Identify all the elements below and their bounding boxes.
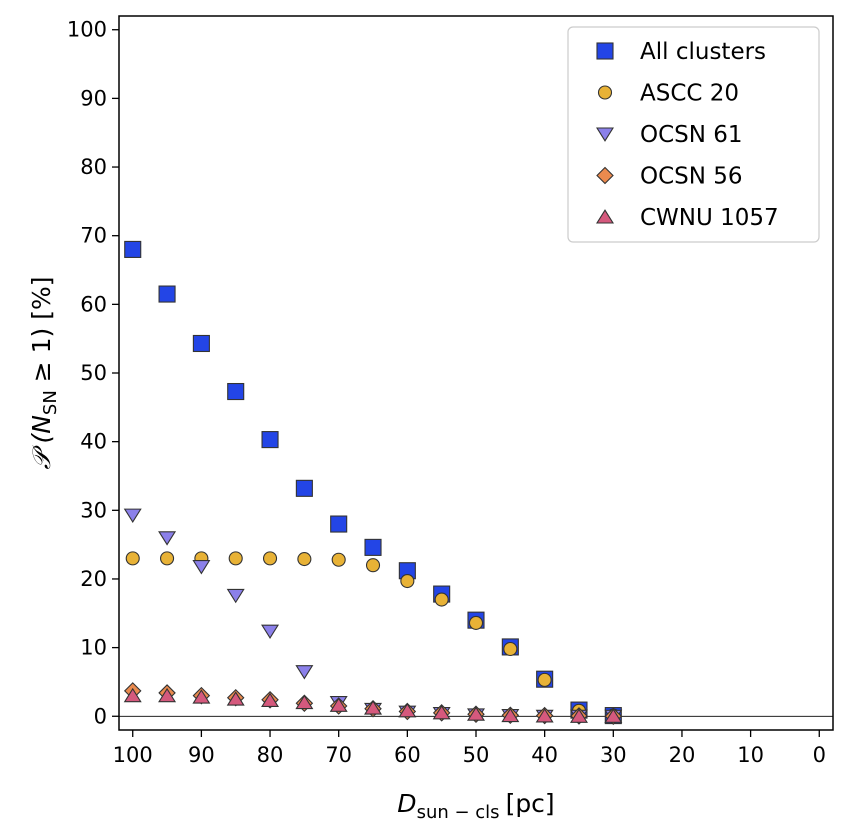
data-points — [123, 240, 623, 726]
x-axis-label: Dsun − cls [pc] — [397, 789, 554, 823]
x-tick-label: 70 — [325, 743, 352, 767]
legend-item: ASCC 20 — [597, 81, 739, 107]
data-point — [364, 700, 383, 715]
x-axis-label-unit: [pc] — [506, 789, 555, 818]
data-point — [125, 551, 140, 566]
legend-item: All clusters — [596, 39, 766, 65]
data-point — [226, 588, 245, 604]
y-tick-label: 0 — [94, 704, 107, 728]
legend-label: OCSN 61 — [640, 122, 743, 148]
x-tick-label: 90 — [188, 743, 215, 767]
data-point — [124, 240, 142, 258]
x-axis-label-main: D — [397, 789, 416, 818]
data-point — [432, 704, 451, 720]
legend-label: ASCC 20 — [640, 81, 739, 107]
y-tick-label: 20 — [80, 567, 107, 591]
data-point — [158, 285, 176, 303]
legend-box — [567, 26, 820, 243]
data-point — [365, 558, 381, 573]
data-point — [398, 702, 417, 718]
y-tick-label: 50 — [80, 361, 107, 385]
x-tick-label: 0 — [813, 743, 826, 767]
y-tick-label: 90 — [80, 86, 107, 110]
legend-label: All clusters — [640, 39, 766, 65]
y-tick-label: 100 — [67, 18, 107, 42]
y-axis-ticks: 0 10 20 30 40 50 60 70 80 90 100 — [67, 18, 119, 728]
y-tick-label: 40 — [80, 430, 107, 454]
x-axis-ticks: 100 90 80 70 60 50 40 30 20 10 0 — [113, 730, 826, 767]
data-point — [192, 334, 210, 353]
legend-label: OCSN 56 — [640, 164, 743, 190]
data-point — [604, 708, 623, 723]
y-tick-label: 60 — [80, 292, 107, 316]
legend-item: OCSN 56 — [596, 164, 743, 190]
legend-item: CWNU 1057 — [596, 205, 779, 231]
data-point — [226, 691, 245, 706]
data-point — [400, 573, 415, 589]
legend-items: All clusters ASCC 20 OCSN 61 OCSN 56 CWNU 10… — [596, 39, 779, 231]
y-tick-label: 80 — [80, 155, 107, 179]
data-point — [330, 515, 348, 533]
data-point — [261, 431, 279, 449]
data-point — [192, 560, 211, 575]
data-point — [331, 552, 346, 567]
x-tick-label: 30 — [600, 743, 627, 767]
data-point — [434, 592, 449, 607]
data-point — [329, 697, 348, 712]
y-axis-label: 𝒫 (NSN ≥ 1) [%] — [27, 276, 61, 469]
x-tick-label: 20 — [669, 743, 696, 767]
data-point — [192, 689, 211, 704]
data-point — [295, 694, 314, 710]
y-axis-label-sub: SN — [40, 390, 61, 415]
legend: All clusters ASCC 20 OCSN 61 OCSN 56 CWNU 10… — [567, 26, 820, 243]
data-point — [295, 479, 313, 497]
data-point — [123, 687, 142, 703]
x-tick-label: 100 — [113, 743, 153, 767]
x-tick-label: 10 — [737, 743, 764, 767]
data-point — [123, 508, 142, 523]
legend-marker — [596, 166, 614, 185]
y-axis-label-var: N — [27, 415, 56, 434]
series-4 — [123, 687, 623, 723]
data-point — [227, 382, 245, 401]
y-tick-label: 10 — [80, 636, 107, 660]
data-point — [537, 672, 552, 687]
y-tick-label: 30 — [80, 498, 107, 522]
data-point — [569, 708, 588, 723]
data-point — [158, 687, 177, 703]
x-tick-label: 40 — [531, 743, 558, 767]
data-point — [158, 531, 177, 546]
data-point — [501, 707, 520, 723]
data-point — [228, 551, 243, 566]
legend-item: OCSN 61 — [596, 122, 743, 148]
legend-marker — [597, 85, 613, 100]
x-tick-label: 80 — [257, 743, 284, 767]
legend-marker — [596, 127, 614, 142]
x-axis-label-sub: sun − cls — [417, 802, 500, 823]
legend-marker — [596, 209, 614, 224]
legend-marker — [596, 42, 614, 60]
data-point — [364, 538, 382, 556]
x-tick-label: 50 — [463, 743, 490, 767]
data-point — [297, 552, 312, 567]
data-point — [295, 665, 314, 680]
data-point — [467, 706, 485, 721]
data-point — [262, 551, 278, 566]
x-tick-label: 60 — [394, 743, 421, 767]
data-point — [468, 615, 484, 630]
data-point — [503, 641, 518, 657]
legend-label: CWNU 1057 — [640, 205, 779, 231]
data-point — [261, 692, 280, 708]
y-axis-label-prefix: 𝒫 ( — [27, 433, 56, 470]
data-point — [535, 708, 554, 723]
y-axis-label-rest: ≥ 1) [%] — [27, 276, 56, 390]
y-tick-label: 70 — [80, 224, 107, 248]
data-point — [261, 624, 280, 639]
data-point — [160, 551, 175, 566]
